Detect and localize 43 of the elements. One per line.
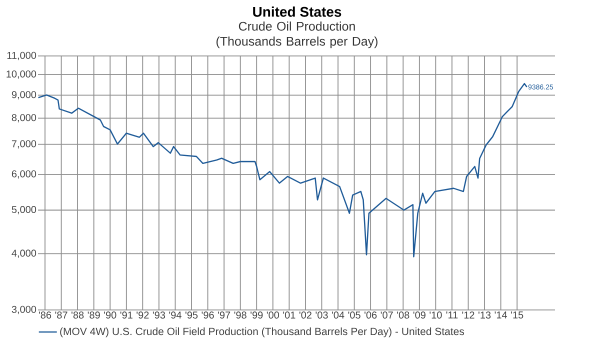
y-tick-label: 6,000	[12, 170, 36, 179]
x-tick-label: '88	[72, 312, 84, 319]
x-tick-label: '93	[152, 312, 166, 319]
x-tick-label: '07	[380, 312, 393, 319]
legend-label: (MOV 4W) U.S. Crude Oil Field Production (Thousand Barrels Per Day) - United States	[60, 327, 464, 338]
x-tick-label: '94	[169, 312, 182, 319]
y-tick-label: 5,000	[12, 206, 36, 214]
x-tick-label: '08	[397, 312, 410, 319]
x-tick-label: '86	[38, 312, 52, 319]
x-tick-label: '89	[88, 312, 100, 319]
x-tick-label: '03	[316, 312, 328, 319]
x-tick-label: '12	[462, 312, 474, 318]
y-tick-label: 11,000	[7, 52, 36, 60]
x-tick-label: '01	[283, 312, 296, 319]
y-tick-label: 3,000	[12, 306, 36, 314]
x-tick-label: '95	[185, 312, 198, 319]
x-tick-label: '02	[299, 312, 312, 319]
x-tick-label: '91	[120, 312, 132, 319]
x-tick-label: '87	[55, 312, 68, 319]
x-tick-label: '11	[446, 312, 458, 318]
x-tick-label: '05	[348, 312, 360, 319]
y-tick-label: 7,000	[12, 140, 36, 148]
x-tick-label: '14	[494, 312, 508, 318]
y-tick-label: 10,000	[6, 70, 36, 79]
x-tick-label: '96	[202, 312, 214, 319]
y-tick-label: 4,000	[12, 250, 36, 258]
x-tick-label: '10	[430, 312, 442, 319]
y-tick-label: 9,000	[12, 91, 36, 100]
x-tick-label: '04	[332, 312, 344, 319]
x-tick-label: '13	[478, 312, 491, 319]
line-series	[38, 82, 528, 258]
chart-subtitle: Crude Oil Production (Thousands Barrels per Day)	[216, 22, 378, 48]
x-tick-label: '00	[266, 312, 280, 319]
x-tick-label: '06	[364, 312, 377, 319]
y-tick-label: 8,000	[12, 114, 36, 122]
x-tick-label: '97	[218, 312, 230, 319]
x-tick-label: '15	[511, 312, 524, 318]
x-tick-label: '90	[104, 312, 116, 319]
x-tick-label: '09	[413, 312, 426, 319]
chart-title: United States	[253, 6, 342, 17]
x-tick-label: '98	[234, 312, 246, 319]
x-tick-label: '92	[136, 312, 149, 319]
x-tick-label: '99	[250, 312, 263, 319]
